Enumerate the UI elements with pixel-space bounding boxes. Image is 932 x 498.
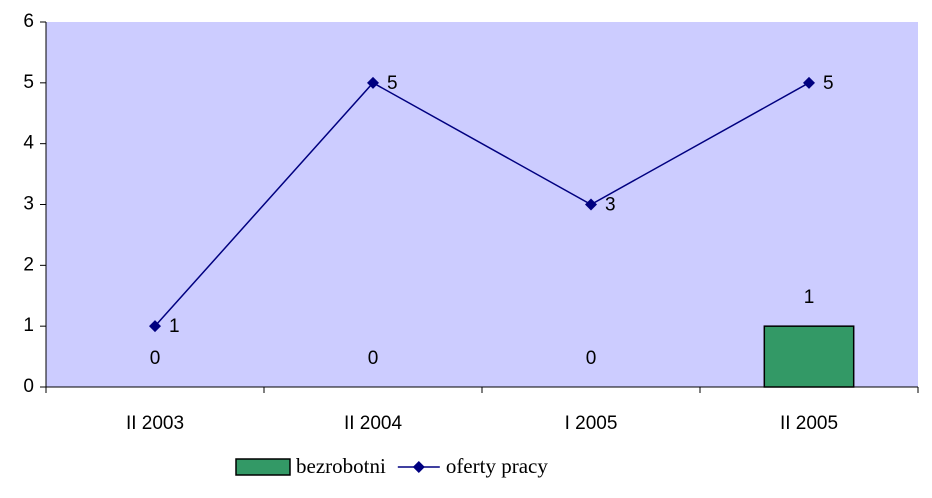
y-tick-label: 6 xyxy=(23,11,34,32)
x-tick-label: II 2003 xyxy=(126,413,184,434)
marker xyxy=(367,76,379,89)
y-tick-label: 4 xyxy=(23,133,34,154)
legend-swatch xyxy=(235,458,291,476)
line xyxy=(154,81,810,327)
line-value-label: 3 xyxy=(605,195,616,216)
x-tick-label: I 2005 xyxy=(565,413,618,434)
legend-label: oferty pracy xyxy=(446,454,549,478)
x-tick-label: II 2004 xyxy=(344,413,403,434)
bar-value-label: 1 xyxy=(804,287,815,308)
legend-label: bezrobotni xyxy=(296,454,386,478)
marker xyxy=(149,320,161,333)
bar-value-label: 0 xyxy=(368,348,379,369)
x-tick-label: II 2005 xyxy=(780,413,838,434)
marker xyxy=(803,76,815,89)
y-tick-label: 1 xyxy=(23,315,34,336)
y-tick-label: 2 xyxy=(23,254,34,275)
line-value-label: 1 xyxy=(169,316,180,337)
legend-marker xyxy=(412,461,425,473)
bar xyxy=(763,325,855,388)
line-value-label: 5 xyxy=(823,73,834,94)
y-tick-label: 5 xyxy=(23,72,34,93)
bar-value-label: 0 xyxy=(586,348,597,369)
marker xyxy=(585,198,597,211)
y-tick-label: 0 xyxy=(23,376,34,397)
line-value-label: 5 xyxy=(387,73,398,94)
bar-value-label: 0 xyxy=(150,348,161,369)
y-tick-label: 3 xyxy=(23,194,34,215)
